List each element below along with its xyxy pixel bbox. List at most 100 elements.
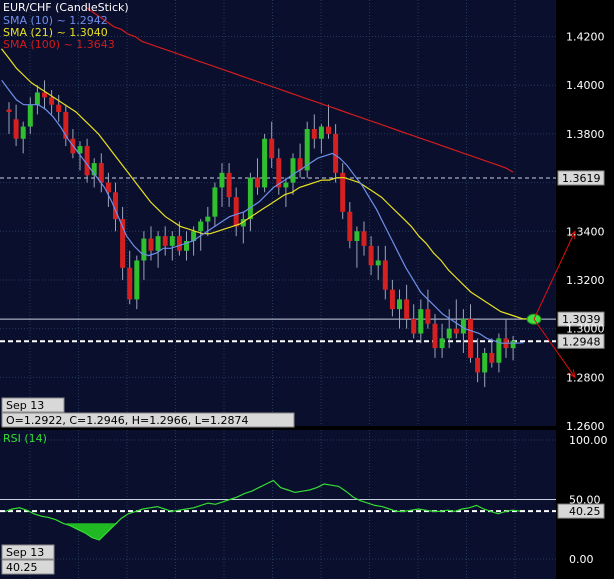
candle [425,289,431,329]
candle [411,304,417,339]
rsi-level-tag-box [557,503,605,519]
candle [397,289,402,329]
sma10-line [1,79,524,344]
candle-body [326,126,331,134]
price-level-tag: 1.3039 [562,313,601,326]
candle [276,148,282,195]
sma-lines [1,6,531,344]
candle [42,80,47,110]
candle-body [77,146,83,154]
candle [49,90,55,115]
candle [262,133,268,193]
candle [127,250,133,305]
candle-body [510,340,516,349]
candle-body [120,219,126,268]
candle-body [134,260,140,300]
rsi-series [4,479,521,541]
candle [311,114,317,149]
price-tick-label: 1.4200 [566,31,605,44]
candle [496,333,502,373]
price-tick-label: 1.3200 [566,274,605,287]
candle-body [489,352,495,363]
sma21-line [1,48,531,320]
candle-body [176,236,182,251]
candle-body [91,163,97,176]
rsi-date: Sep 13 [6,546,44,559]
candle-body [155,236,161,251]
forecast-arrow-down [533,318,576,378]
candle [141,231,147,280]
price-axis: 1.4200 1.4000 1.3800 1.3619 1.3400 1.3200 1.30… [557,31,605,433]
candle [460,309,466,353]
candle [34,85,40,115]
candle [368,236,374,276]
legend-sma100: SMA (100) ~ 1.3643 [3,38,115,51]
price-tick-label: 1.3000 [566,323,605,336]
candle [6,102,12,134]
rsi-panel [0,430,556,579]
candle-body [375,260,381,266]
legend-sma10: SMA (10) ~ 1.2942 [3,14,108,27]
candle-body [34,92,40,105]
candle-body [98,163,104,183]
candle [333,124,339,183]
candle-body [148,238,154,251]
candle-body [283,182,289,188]
forecast-arrows [526,230,576,379]
candle [219,163,225,207]
candle-body [184,240,189,251]
rsi-oversold-fill [65,523,119,540]
candle [439,323,445,358]
rsi-tick-label: 50.00 [569,494,601,507]
candle [318,124,324,154]
legend-sma21: SMA (21) ~ 1.3040 [3,26,108,39]
candle [113,182,118,232]
candle [468,304,473,363]
candle [13,104,19,147]
price-level-tag-box [557,333,605,349]
candle [482,348,488,388]
candle-body [333,133,339,173]
candle-body [496,338,502,363]
candle [226,163,232,207]
price-level-tag: 1.2948 [562,335,601,348]
candle-body [411,318,417,334]
candle-body [169,236,175,246]
candle-body [247,177,253,220]
candle-body [198,221,204,232]
candle-body [191,231,197,241]
candle-body [205,216,211,222]
candle [304,121,310,178]
candle [134,255,140,310]
candle [155,231,161,268]
candle [212,182,218,227]
candle [240,211,246,244]
candle-body [42,92,47,98]
sma100-line [85,6,514,173]
price-grid [0,0,556,426]
candle-body [382,260,388,290]
candle-body [446,328,452,339]
candle-body [255,177,260,188]
arrow-head [568,230,576,240]
rsi-value: 40.25 [6,561,38,574]
candle-body [262,138,268,188]
candle-body [276,158,282,188]
candle-body [432,323,438,349]
candle-body [439,338,445,349]
candle-body [240,219,246,227]
candle-body [340,172,346,212]
price-level-tag-box [557,170,605,186]
candle [375,245,381,280]
ohlc-date: Sep 13 [6,399,44,412]
candle-body [482,352,488,373]
candle-body [269,138,275,159]
chart-title: EUR/CHF (CandleStick) [3,1,129,14]
candle-body [297,158,303,171]
candle [176,221,182,256]
candle [404,284,410,329]
candle [489,338,495,368]
candle-body [127,267,133,300]
